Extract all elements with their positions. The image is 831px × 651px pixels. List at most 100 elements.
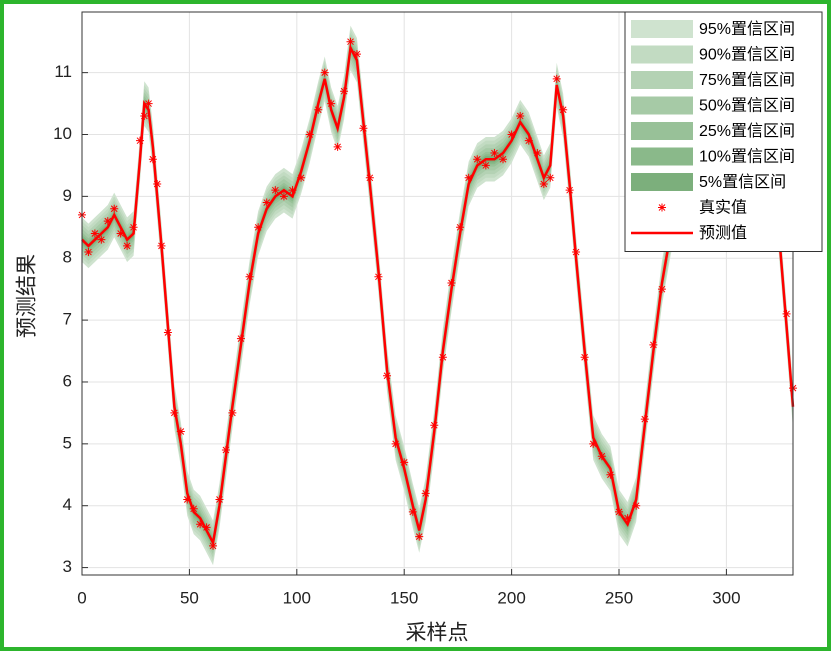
true-marker — [649, 340, 658, 349]
true-marker — [144, 99, 153, 108]
x-tick-label: 150 — [390, 588, 418, 607]
true-marker — [516, 111, 525, 120]
true-marker — [90, 229, 99, 238]
true-marker — [490, 149, 499, 158]
true-marker — [580, 353, 589, 362]
true-marker — [589, 439, 598, 448]
true-marker — [236, 334, 245, 343]
true-marker — [297, 173, 306, 182]
true-marker — [153, 179, 162, 188]
legend-label: 95%置信区间 — [699, 20, 795, 38]
true-marker — [196, 520, 205, 529]
prediction-line — [81, 43, 795, 547]
true-marker — [245, 272, 254, 281]
true-marker — [464, 173, 473, 182]
true-marker — [305, 130, 314, 139]
true-marker — [163, 328, 172, 337]
true-marker — [209, 541, 218, 550]
true-marker — [254, 223, 263, 232]
true-marker — [421, 489, 430, 498]
y-axis-label: 预测结果 — [16, 254, 39, 338]
true-marker — [559, 105, 568, 114]
true-marker — [623, 514, 632, 523]
legend-label: 50%置信区间 — [699, 97, 795, 115]
legend-swatch — [631, 96, 693, 115]
true-marker — [438, 353, 447, 362]
true-marker — [632, 501, 641, 510]
legend-swatch — [631, 71, 693, 89]
true-marker — [123, 241, 132, 250]
legend-swatch — [631, 147, 693, 166]
true-marker — [447, 278, 456, 287]
true-marker — [507, 130, 516, 139]
legend-label: 10%置信区间 — [699, 148, 795, 166]
true-marker — [288, 186, 297, 195]
true-marker — [374, 272, 383, 281]
y-tick-label: 10 — [53, 124, 72, 143]
true-marker — [359, 124, 368, 133]
true-marker — [140, 111, 149, 120]
y-tick-label: 5 — [63, 433, 72, 452]
legend-swatch — [631, 122, 693, 140]
true-marker — [110, 204, 119, 213]
legend-label: 75%置信区间 — [699, 71, 795, 89]
legend-swatch — [631, 45, 693, 64]
true-marker — [271, 186, 280, 195]
legend-label: 真实值 — [699, 199, 747, 217]
true-marker — [116, 229, 125, 238]
true-marker — [129, 223, 138, 232]
true-marker — [352, 50, 361, 59]
true-marker — [565, 186, 574, 195]
true-marker — [546, 173, 555, 182]
true-marker — [539, 179, 548, 188]
x-axis-label: 采样点 — [406, 622, 469, 645]
true-marker — [365, 173, 374, 182]
true-marker — [782, 309, 791, 318]
true-marker — [391, 439, 400, 448]
true-marker — [228, 408, 237, 417]
true-marker — [157, 241, 166, 250]
true-marker — [340, 87, 349, 96]
y-tick-label: 4 — [63, 495, 72, 514]
true-marker — [135, 136, 144, 145]
true-marker — [148, 155, 157, 164]
true-marker — [499, 155, 508, 164]
legend-label: 90%置信区间 — [699, 46, 795, 64]
true-marker — [97, 235, 106, 244]
true-marker — [552, 74, 561, 83]
true-marker — [533, 149, 542, 158]
true-marker — [314, 105, 323, 114]
true-marker — [597, 452, 606, 461]
legend-label: 5%置信区间 — [699, 173, 786, 191]
true-marker — [430, 421, 439, 430]
true-marker — [320, 68, 329, 77]
legend: 95%置信区间 90%置信区间 75%置信区间 50%置信区间 25%置信区间 10%置信… — [624, 11, 823, 252]
y-tick-label: 3 — [63, 557, 72, 576]
legend-swatch — [631, 20, 693, 38]
true-marker — [221, 446, 230, 455]
x-tick-label: 300 — [712, 588, 740, 607]
true-marker — [481, 161, 490, 170]
true-marker — [456, 223, 465, 232]
x-tick-label: 100 — [283, 588, 311, 607]
true-marker — [657, 285, 666, 294]
true-marker — [383, 371, 392, 380]
true-marker — [400, 458, 409, 467]
true-marker — [189, 504, 198, 513]
true-marker — [215, 495, 224, 504]
true-marker — [176, 427, 185, 436]
y-tick-label: 7 — [63, 310, 72, 329]
true-marker — [279, 192, 288, 201]
true-marker — [84, 248, 93, 257]
true-marker — [202, 523, 211, 532]
legend-swatch — [631, 173, 693, 191]
true-marker — [415, 532, 424, 541]
axes-box — [81, 11, 794, 576]
y-tick-label: 9 — [63, 186, 72, 205]
true-marker — [170, 408, 179, 417]
legend-label: 预测值 — [699, 224, 747, 242]
true-marker — [327, 99, 336, 108]
true-marker — [606, 470, 615, 479]
true-marker — [262, 198, 271, 207]
